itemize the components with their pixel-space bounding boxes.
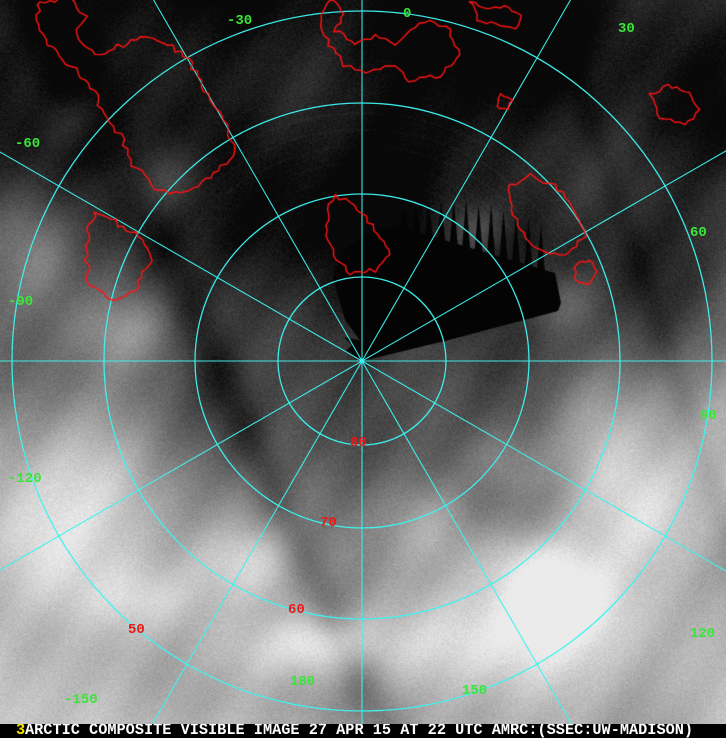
svg-text:50: 50: [128, 622, 145, 638]
svg-text:-150: -150: [64, 692, 98, 708]
svg-text:70: 70: [320, 515, 337, 531]
svg-text:180: 180: [290, 674, 315, 690]
svg-text:150: 150: [462, 683, 487, 699]
svg-text:60: 60: [288, 602, 305, 618]
svg-text:-120: -120: [8, 471, 42, 487]
svg-text:-90: -90: [8, 294, 33, 310]
svg-text:0: 0: [403, 6, 411, 22]
svg-text:90: 90: [700, 408, 717, 424]
svg-text:-60: -60: [15, 136, 40, 152]
svg-text:30: 30: [618, 21, 635, 37]
svg-text:80: 80: [350, 435, 367, 451]
svg-text:120: 120: [690, 626, 715, 642]
svg-text:-30: -30: [227, 13, 252, 29]
svg-text:60: 60: [690, 225, 707, 241]
